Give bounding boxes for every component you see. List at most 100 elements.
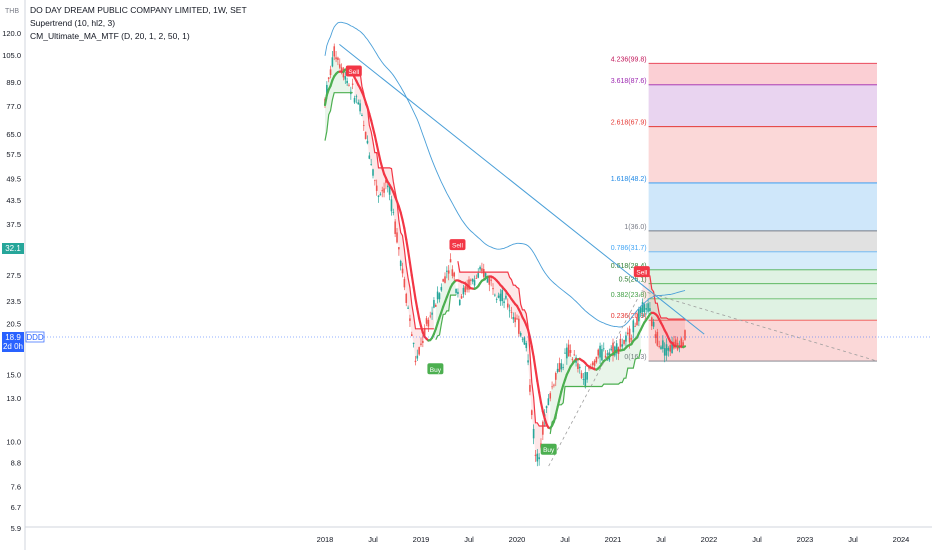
candle-body	[410, 334, 413, 336]
y-tick-label: 37.5	[6, 220, 21, 229]
candle-body	[667, 348, 670, 351]
candle-body	[632, 320, 635, 333]
candle-body	[392, 211, 395, 213]
y-tick-label: 49.5	[6, 175, 21, 184]
candle-body	[468, 279, 470, 290]
fib-zone	[648, 126, 877, 183]
candle-body	[390, 199, 393, 212]
fib-level-label: 0.382(23.8)	[611, 292, 647, 299]
candle-body	[377, 195, 380, 198]
candle-body	[669, 345, 672, 352]
y-tick-label: 5.9	[11, 524, 21, 533]
fib-zone	[648, 269, 877, 284]
candle-body	[338, 64, 341, 68]
y-tick-label: 13.0	[6, 394, 21, 403]
candle-body	[610, 348, 612, 351]
fast-ma-segment	[377, 151, 382, 163]
candle-body	[647, 303, 649, 312]
candle-body	[684, 330, 686, 340]
candle-body	[536, 453, 539, 462]
candle-body	[366, 140, 369, 144]
x-tick-label: 2020	[509, 535, 526, 544]
fib-level-label: 0.618(28.4)	[611, 263, 647, 270]
fast-ma-segment	[534, 367, 539, 383]
supertrend-up-line	[324, 92, 353, 141]
signal-badge	[540, 443, 557, 455]
fast-ma-segment	[403, 227, 408, 241]
candle-body	[660, 346, 662, 350]
y-tick-label: 57.5	[6, 150, 21, 159]
supertrend-zone	[354, 68, 434, 362]
candle-body	[473, 280, 476, 286]
x-tick-label: Jul	[752, 535, 762, 544]
y-tick-label: 120.0	[2, 29, 21, 38]
y-tick-label: 7.6	[11, 482, 21, 491]
candle-body	[573, 354, 576, 356]
projection-line	[641, 290, 878, 362]
candle-body	[553, 384, 555, 386]
fib-zone	[648, 230, 877, 252]
candle-body	[477, 273, 480, 278]
candle-body	[560, 363, 563, 370]
candle-body	[601, 349, 603, 361]
candle-body	[361, 114, 363, 116]
candle-body	[652, 321, 655, 327]
candle-body	[495, 299, 498, 300]
candle-body	[335, 57, 337, 60]
fibonacci-levels	[648, 62, 877, 362]
indicator-supertrend[interactable]: Supertrend (10, hl2, 3)	[30, 18, 116, 28]
candle-body	[471, 278, 474, 282]
candle-body	[490, 279, 492, 281]
signal-badge	[633, 266, 650, 278]
x-tick-label: Jul	[848, 535, 858, 544]
fast-ma-segment	[375, 143, 380, 154]
candle-body	[645, 308, 648, 310]
x-tick-label: 2023	[797, 535, 814, 544]
supertrend-zone	[550, 310, 641, 434]
candle-body	[486, 277, 489, 283]
candle-body	[612, 342, 614, 356]
candle-body	[425, 318, 428, 324]
candle-body	[351, 83, 354, 85]
candle-body	[394, 221, 396, 234]
candle-body	[488, 277, 491, 285]
chart-title: DO DAY DREAM PUBLIC COMPANY LIMITED, 1W,…	[30, 5, 247, 15]
candle-body	[604, 355, 607, 358]
x-tick-label: Jul	[368, 535, 378, 544]
descending-trend-line	[339, 44, 705, 335]
candle-body	[346, 80, 348, 84]
supertrend-up-line	[435, 294, 457, 340]
fast-ma-segment	[370, 119, 375, 130]
candle-body	[418, 347, 420, 355]
candle-body	[327, 77, 330, 79]
candle-body	[538, 457, 540, 460]
fib-level-label: 0.786(31.7)	[611, 245, 647, 252]
candle-body	[582, 379, 585, 380]
candle-body	[386, 185, 389, 188]
y-tick-label: 10.0	[6, 437, 21, 446]
candle-body	[505, 295, 507, 299]
candle-body	[348, 84, 350, 86]
candle-body	[344, 76, 347, 80]
fast-ma-segment	[532, 355, 537, 370]
candle-body	[444, 276, 446, 283]
fast-ma-segment	[412, 285, 417, 300]
candle-body	[388, 186, 391, 195]
candle-body	[547, 398, 550, 406]
candle-body	[420, 343, 422, 345]
candle-body	[564, 352, 566, 354]
supertrend-down-line	[457, 261, 549, 427]
candle-body	[580, 373, 583, 378]
candle-body	[457, 291, 459, 295]
candle-body	[518, 318, 520, 334]
candle-body	[416, 355, 419, 359]
candle-body	[438, 293, 441, 300]
fast-ma-segment	[373, 134, 378, 146]
y-tick-label: 23.5	[6, 297, 21, 306]
candle-body	[407, 307, 409, 309]
candle-body	[433, 300, 435, 308]
indicator-ma[interactable]: CM_Ultimate_MA_MTF (D, 20, 1, 2, 50, 1)	[30, 31, 190, 41]
candle-body	[542, 421, 544, 435]
buy-signal: Buy	[540, 443, 557, 455]
